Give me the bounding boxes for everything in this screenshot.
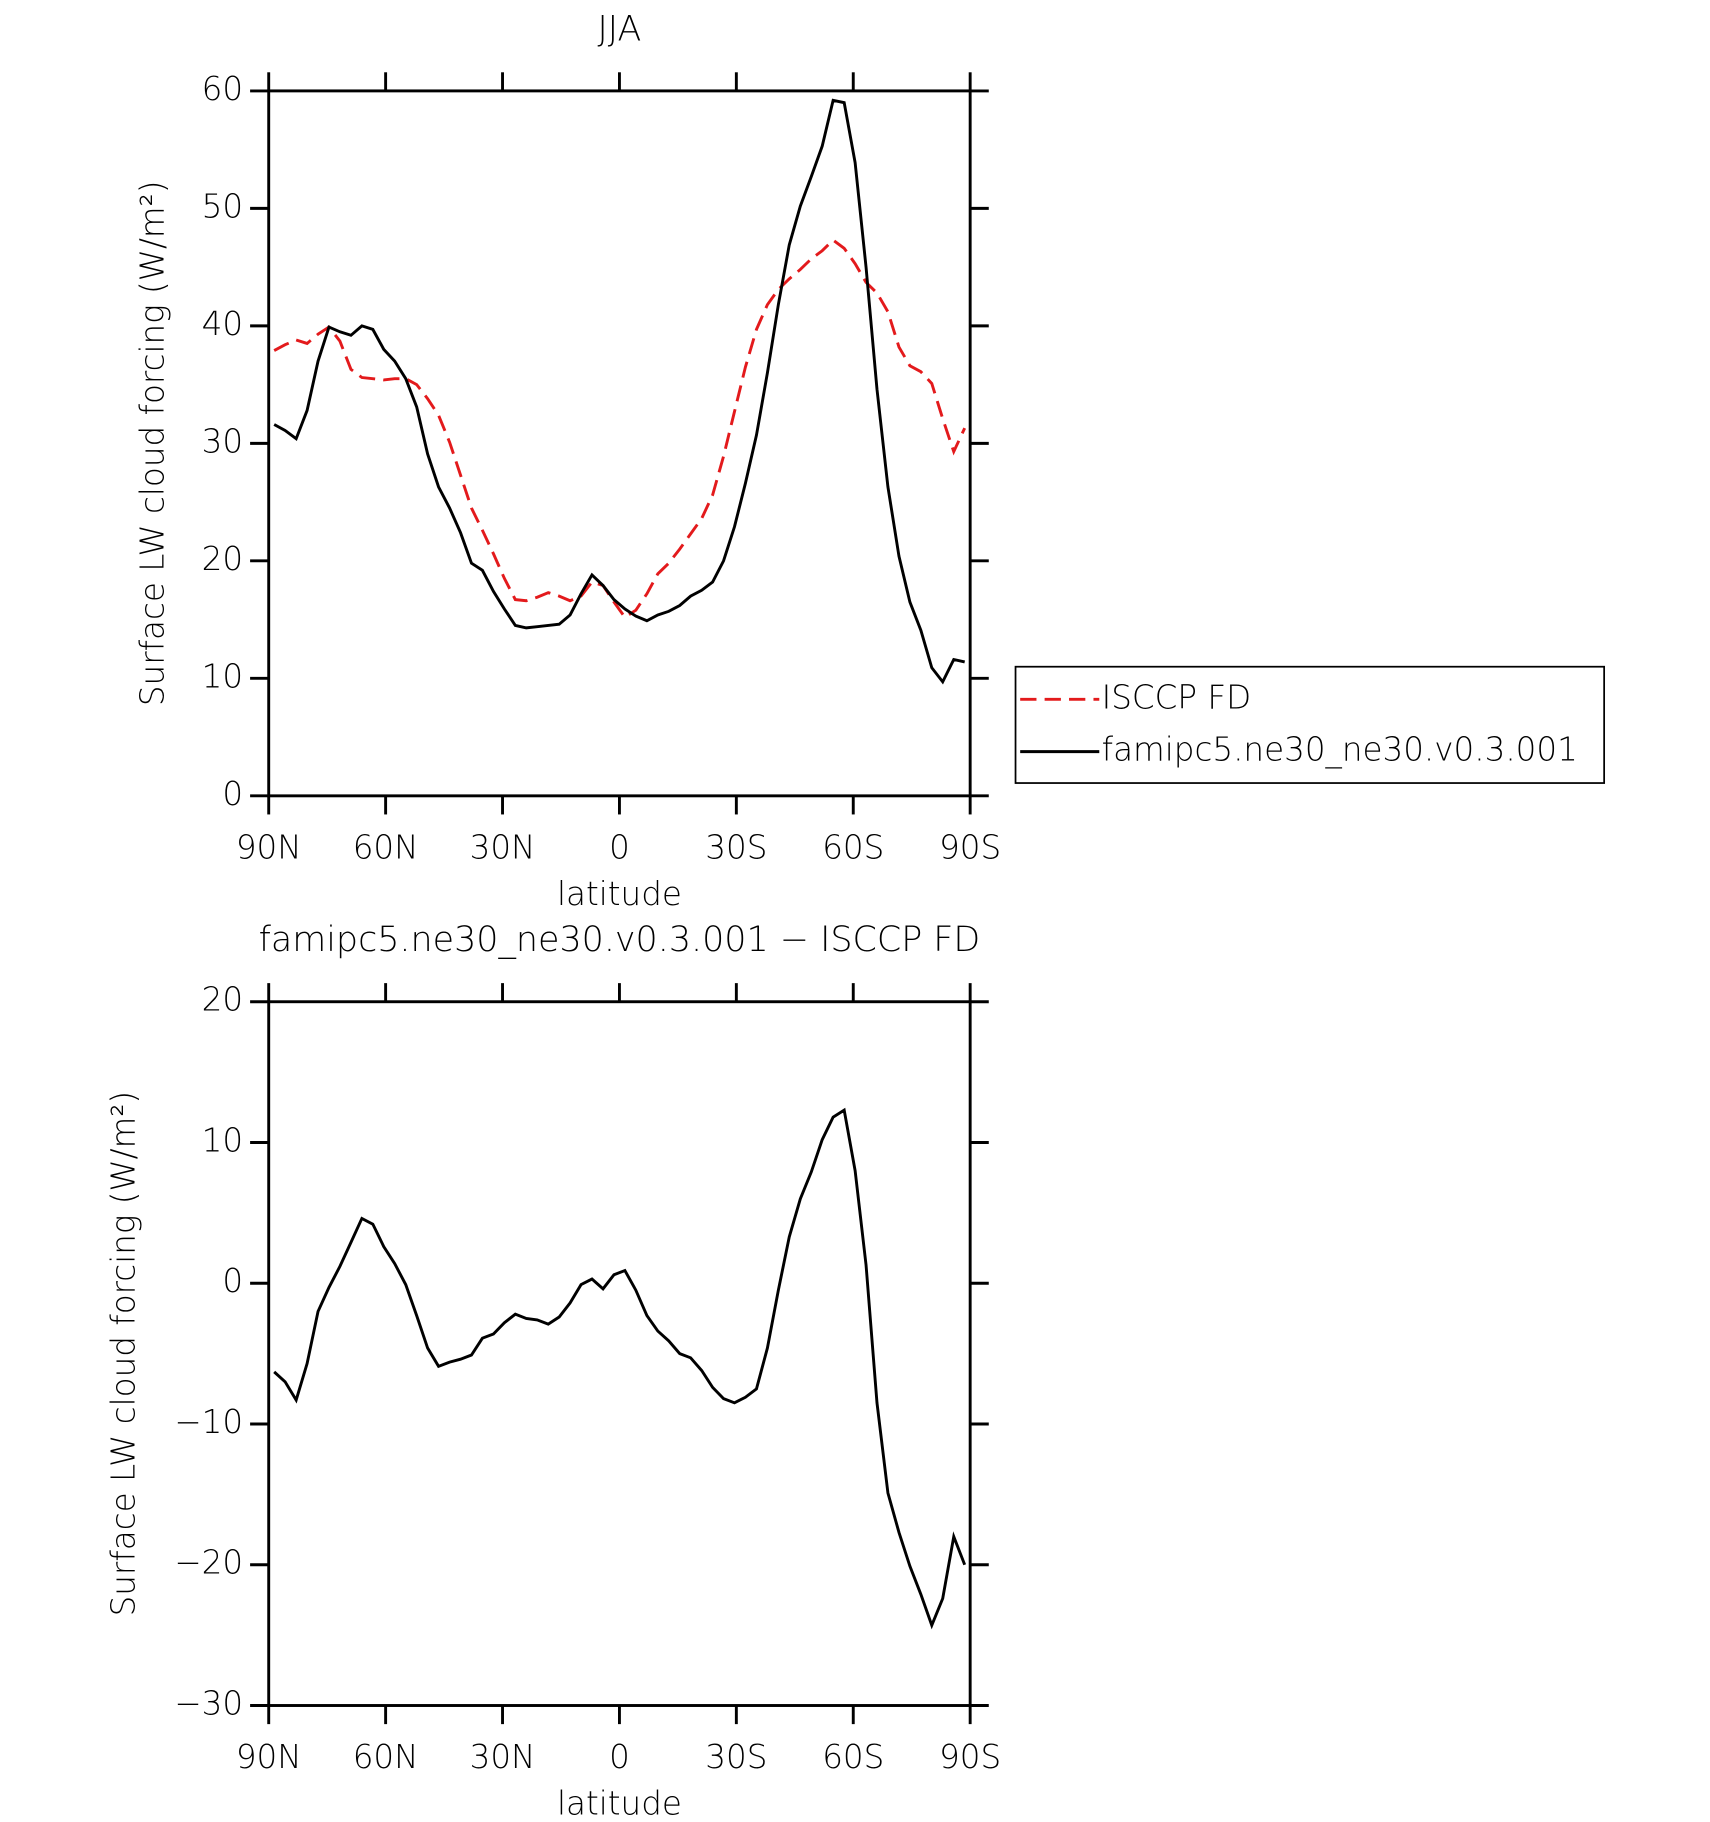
- legend-label: famipc5.ne30_ne30.v0.3.001: [1102, 731, 1578, 769]
- y-tick-label: −10: [174, 1403, 243, 1441]
- legend-box: [1014, 665, 1606, 784]
- data-line: [273, 98, 966, 685]
- data-line: [273, 238, 967, 620]
- x-tick-label: 30N: [470, 1738, 536, 1776]
- x-tick-label: 60N: [353, 1738, 419, 1776]
- x-tick-label: 30S: [705, 1738, 767, 1776]
- y-tick-label: 10: [202, 657, 243, 695]
- legend-label: ISCCP FD: [1102, 678, 1252, 716]
- y-tick-label: 0: [222, 1262, 243, 1300]
- y-tick-label: 50: [202, 187, 243, 225]
- y-tick-label: 10: [202, 1121, 243, 1159]
- y-tick-label: 40: [202, 305, 243, 343]
- x-tick-label: 90S: [939, 828, 1001, 866]
- x-tick-label: 90N: [236, 828, 302, 866]
- x-tick-label: 30S: [705, 828, 767, 866]
- x-tick-label: 60S: [822, 828, 884, 866]
- x-axis-label: latitude: [557, 1785, 682, 1822]
- y-tick-label: −30: [174, 1685, 243, 1723]
- y-tick-label: 60: [202, 70, 243, 108]
- x-tick-label: 30N: [470, 828, 536, 866]
- x-axis-label: latitude: [557, 875, 682, 913]
- x-tick-label: 0: [609, 828, 630, 866]
- data-line: [273, 1107, 967, 1630]
- y-tick-label: 30: [202, 422, 243, 460]
- x-tick-label: 60N: [353, 828, 419, 866]
- x-tick-label: 90S: [939, 1738, 1001, 1776]
- x-tick-label: 90N: [236, 1738, 302, 1776]
- legend: ISCCP FD famipc5.ne30_ne30.v0.3.001: [1014, 665, 1606, 784]
- x-tick-label: 60S: [822, 1738, 884, 1776]
- x-tick-label: 0: [609, 1738, 630, 1776]
- y-tick-label: 0: [222, 775, 243, 813]
- chart-title: famipc5.ne30_ne30.v0.3.001 − ISCCP FD: [259, 920, 981, 960]
- y-tick-label: 20: [202, 540, 243, 578]
- chart-title: JJA: [598, 9, 642, 49]
- plot-frame: [267, 1000, 972, 1707]
- y-tick-label: −20: [174, 1544, 243, 1582]
- plot-frame: [267, 89, 972, 798]
- y-axis-label: Surface LW cloud forcing (W/m²): [105, 1091, 143, 1617]
- y-axis-label: Surface LW cloud forcing (W/m²): [134, 181, 172, 707]
- y-tick-label: 20: [202, 981, 243, 1019]
